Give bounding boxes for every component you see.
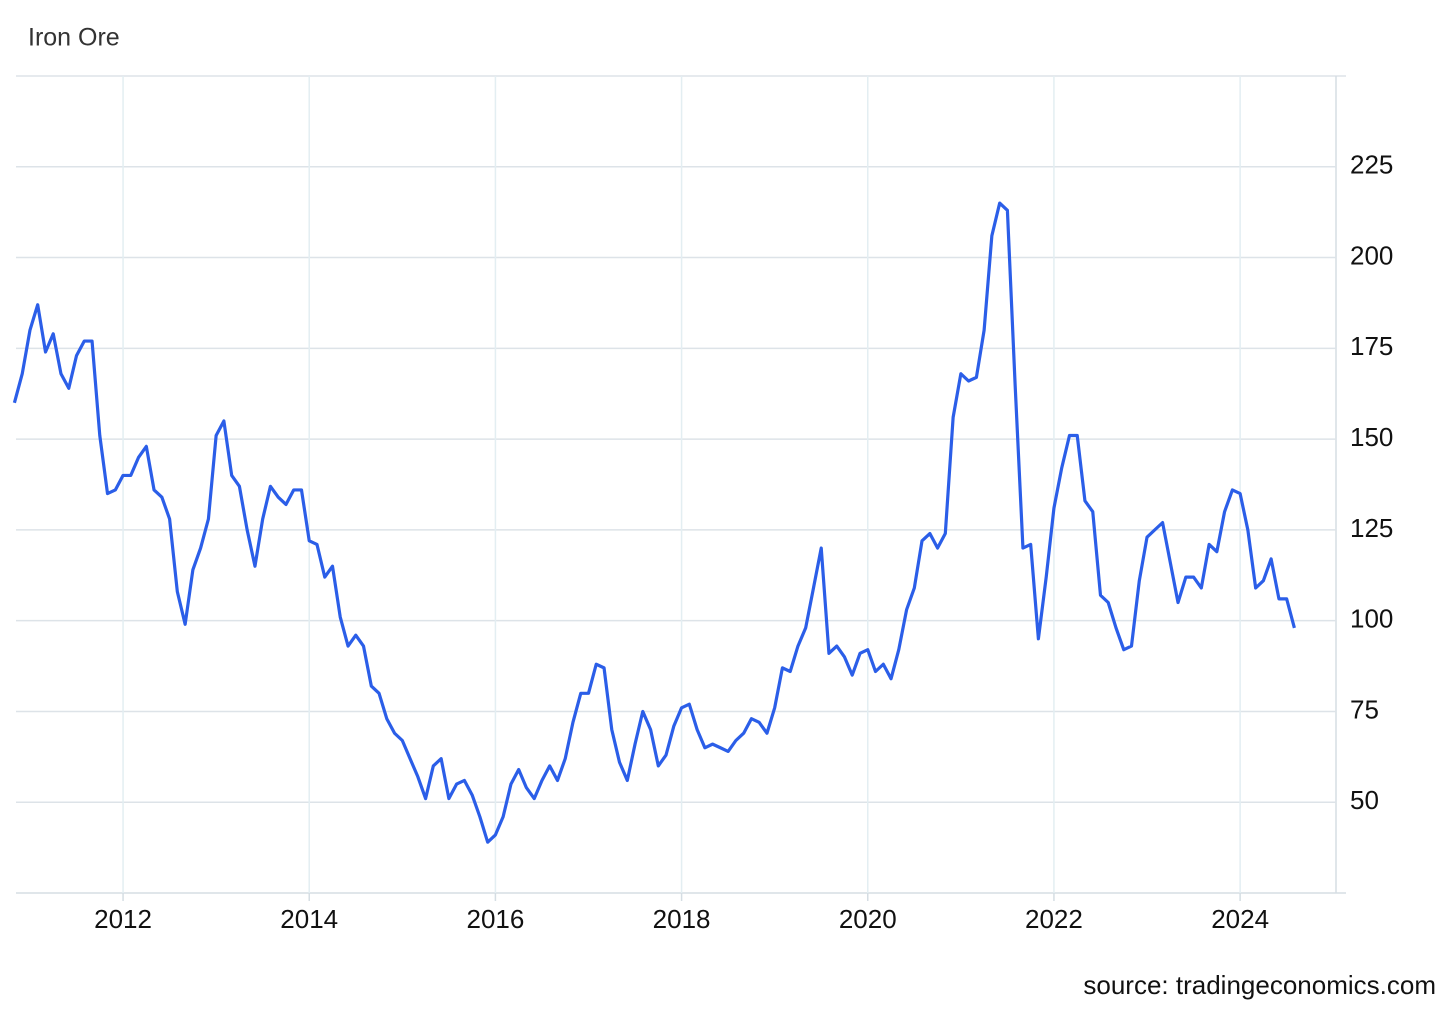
x-tick-label: 2018 bbox=[653, 904, 711, 934]
price-line bbox=[12, 201, 1296, 844]
y-tick-label: 175 bbox=[1350, 331, 1393, 361]
x-tick-label: 2016 bbox=[466, 904, 524, 934]
source-note: source: tradingeconomics.com bbox=[1083, 970, 1436, 1000]
y-tick-label: 50 bbox=[1350, 785, 1379, 815]
chart-title: Iron Ore bbox=[28, 24, 120, 52]
y-tick-label: 100 bbox=[1350, 604, 1393, 634]
x-tick-label: 2022 bbox=[1025, 904, 1083, 934]
y-tick-label: 200 bbox=[1350, 240, 1393, 270]
y-tick-label: 125 bbox=[1350, 513, 1393, 543]
x-tick-label: 2020 bbox=[839, 904, 897, 934]
x-tick-label: 2024 bbox=[1211, 904, 1269, 934]
x-tick-label: 2012 bbox=[94, 904, 152, 934]
y-tick-label: 150 bbox=[1350, 422, 1393, 452]
y-tick-label: 225 bbox=[1350, 150, 1393, 180]
y-tick-label: 75 bbox=[1350, 694, 1379, 724]
x-tick-label: 2014 bbox=[280, 904, 338, 934]
